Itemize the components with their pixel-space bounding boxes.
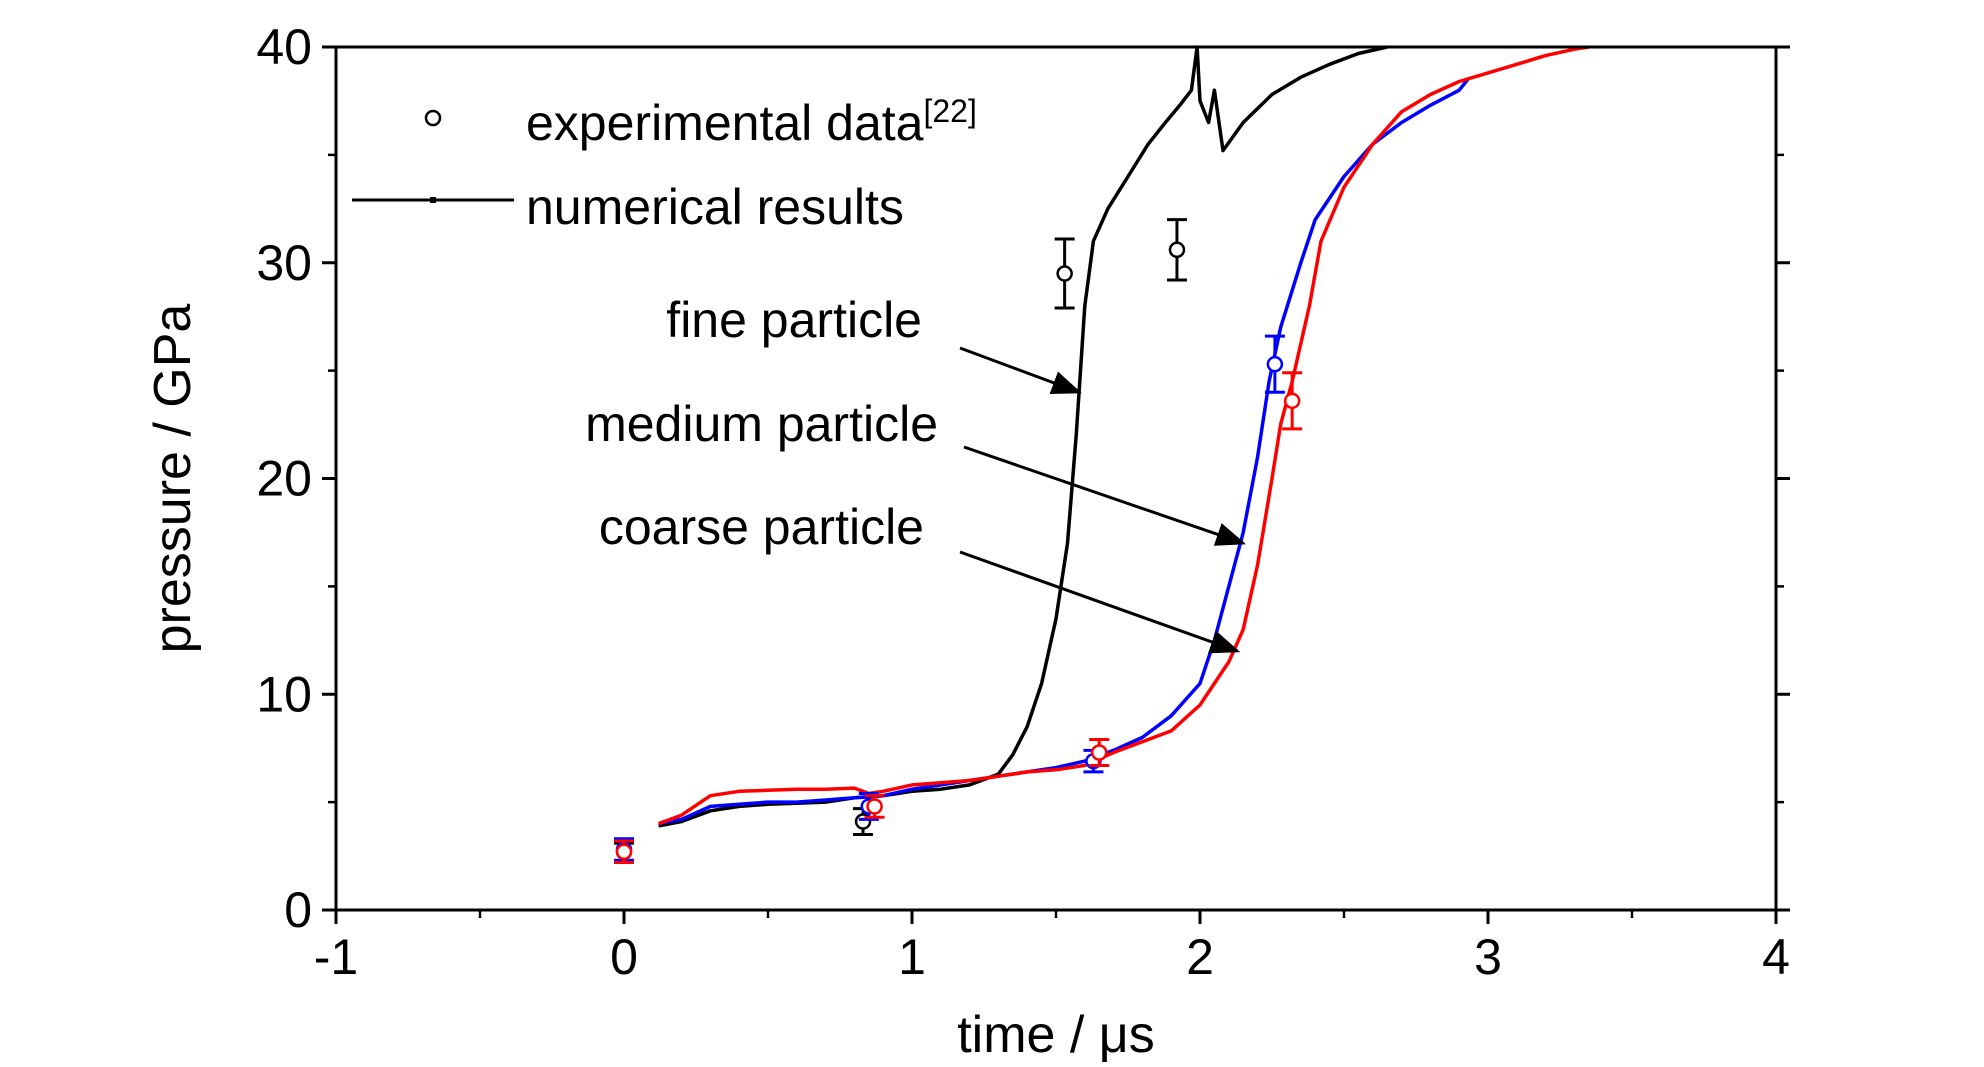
experimental-point [1054,237,1075,310]
legend-label-numerical: numerical results [526,179,904,235]
x-axis-title: time / μs [957,1006,1155,1062]
annotation-label: coarse particle [599,499,924,555]
series-line-1 [658,78,1470,826]
legend-superscript: [22] [923,93,976,129]
experimental-point [1089,738,1110,767]
annotation-label: medium particle [585,396,938,452]
y-tick-label: 40 [256,19,312,75]
annotation-label: fine particle [666,292,922,348]
x-tick-label: 2 [1186,929,1214,985]
point-marker [1168,241,1186,259]
legend-marker-square [430,197,436,203]
y-axis-title: pressure / GPa [144,304,202,654]
y-tick-label: 10 [256,666,312,722]
annotations-layer: fine particle medium particle coarse parti… [585,292,1247,654]
x-tick-label: 4 [1762,929,1790,985]
point-marker [1283,392,1301,410]
series-line-2 [657,45,1590,826]
annotation-arrow [963,445,1247,546]
legend-marker-open-circle [424,109,442,127]
x-tick-label: -1 [314,929,358,985]
x-tick-label: 3 [1474,929,1502,985]
point-marker [1090,744,1108,761]
experimental-point [1166,218,1187,282]
point-marker [866,798,883,815]
point-marker [1056,265,1073,282]
annotation-arrow [959,346,1082,395]
experimental-point [1264,334,1285,394]
y-tick-label: 0 [284,882,312,938]
x-tick-label: 1 [898,929,926,985]
experimental-point [1282,371,1303,431]
x-tick-label: 0 [610,929,638,985]
experimental-point [614,839,634,865]
y-tick-label: 30 [256,235,312,291]
annotation-arrow [959,550,1241,654]
experimental-point [864,794,885,819]
legend: experimental data[22] numerical results [352,93,977,235]
point-marker [615,843,633,860]
legend-label-experimental: experimental data[22] [526,93,977,151]
point-marker [1266,355,1284,373]
experimental-points-layer [614,218,1303,865]
series-layer [657,45,1590,828]
y-tick-label: 20 [256,451,312,507]
